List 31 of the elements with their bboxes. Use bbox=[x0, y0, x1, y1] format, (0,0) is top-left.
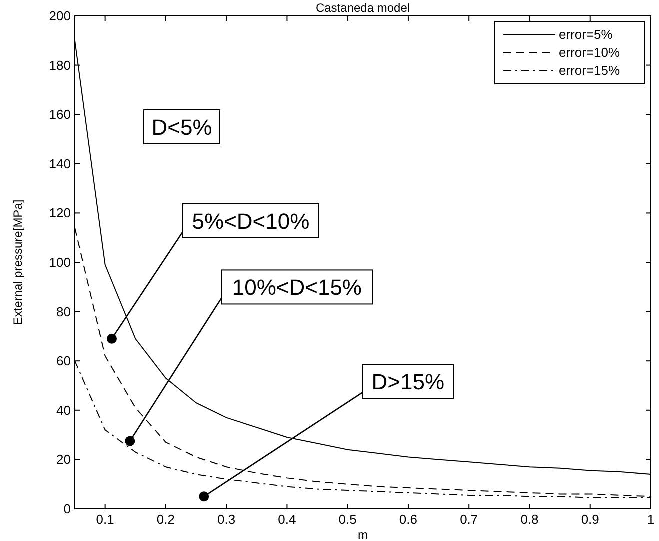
x-tick-label: 0.6 bbox=[399, 512, 418, 527]
y-tick-label: 40 bbox=[56, 402, 71, 418]
chart-title: Castaneda model bbox=[316, 1, 410, 15]
annotation: 5%<D<10% bbox=[192, 208, 310, 234]
y-tick-label: 20 bbox=[56, 452, 71, 468]
legend-label: error=5% bbox=[559, 27, 614, 42]
x-tick-label: 0.1 bbox=[96, 512, 114, 527]
x-tick-label: 0.9 bbox=[581, 512, 600, 527]
y-tick-label: 200 bbox=[49, 8, 71, 24]
y-tick-label: 120 bbox=[49, 206, 71, 221]
annotation: 10%<D<15% bbox=[232, 275, 362, 300]
annotation: D>15% bbox=[372, 370, 445, 395]
x-tick-label: 0.3 bbox=[218, 512, 236, 527]
annotation: D<5% bbox=[152, 115, 212, 140]
x-axis-title: m bbox=[358, 528, 368, 541]
x-tick-label: 0.8 bbox=[520, 512, 539, 527]
y-tick-label: 60 bbox=[56, 354, 71, 369]
x-tick-label: 0.5 bbox=[338, 512, 357, 527]
x-tick-label: 1 bbox=[647, 512, 655, 527]
y-tick-label: 160 bbox=[49, 107, 71, 122]
x-tick-label: 0.4 bbox=[278, 512, 296, 527]
legend-label: error=15% bbox=[559, 63, 620, 78]
x-tick-label: 0.7 bbox=[460, 512, 478, 527]
legend-label: error=10% bbox=[559, 45, 620, 60]
y-tick-label: 80 bbox=[56, 304, 71, 320]
x-tick-label: 0.2 bbox=[156, 512, 175, 527]
y-tick-label: 100 bbox=[49, 255, 71, 270]
y-tick-label: 0 bbox=[64, 502, 71, 516]
y-axis-title: External pressure[MPa] bbox=[11, 200, 25, 326]
y-tick-label: 140 bbox=[49, 156, 71, 172]
y-tick-label: 180 bbox=[49, 58, 71, 73]
